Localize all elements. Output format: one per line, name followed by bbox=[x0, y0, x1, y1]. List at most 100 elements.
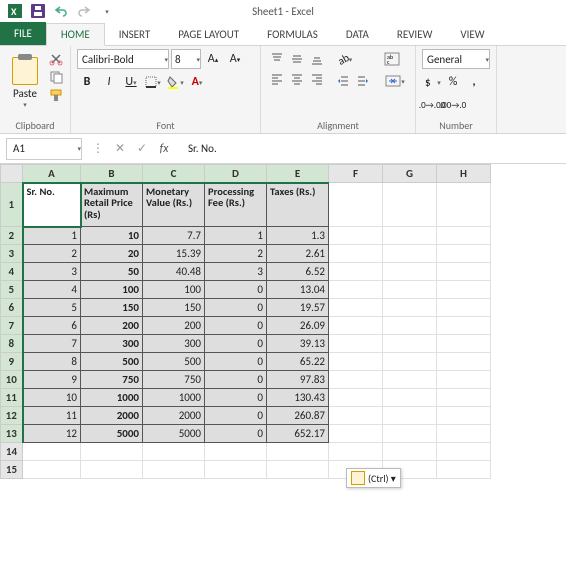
align-left-icon[interactable] bbox=[267, 69, 287, 89]
cell[interactable]: 97.83 bbox=[267, 371, 329, 389]
cell[interactable]: 0 bbox=[205, 353, 267, 371]
cell[interactable]: 5 bbox=[23, 299, 81, 317]
cell[interactable]: 100 bbox=[81, 281, 143, 299]
cell[interactable] bbox=[143, 443, 205, 461]
cell[interactable] bbox=[329, 371, 383, 389]
cell[interactable]: 4 bbox=[23, 281, 81, 299]
col-header-A[interactable]: A bbox=[23, 165, 81, 183]
cell[interactable]: 2.61 bbox=[267, 245, 329, 263]
cell[interactable]: 40.48 bbox=[143, 263, 205, 281]
cell[interactable] bbox=[437, 407, 491, 425]
col-header-F[interactable]: F bbox=[329, 165, 383, 183]
col-header-D[interactable]: D bbox=[205, 165, 267, 183]
cell[interactable] bbox=[267, 443, 329, 461]
paste-dropdown-icon[interactable]: ▾ bbox=[23, 100, 27, 109]
cell[interactable] bbox=[329, 245, 383, 263]
cell[interactable] bbox=[383, 245, 437, 263]
redo-icon[interactable] bbox=[73, 1, 95, 21]
col-header-H[interactable]: H bbox=[437, 165, 491, 183]
cell[interactable] bbox=[383, 317, 437, 335]
row-header-10[interactable]: 10 bbox=[1, 371, 23, 389]
cell[interactable] bbox=[143, 461, 205, 479]
cell[interactable] bbox=[383, 353, 437, 371]
accounting-format-icon[interactable]: $▾ bbox=[422, 72, 442, 92]
cell[interactable] bbox=[329, 407, 383, 425]
cell[interactable]: 5000 bbox=[143, 425, 205, 443]
cell[interactable]: 1000 bbox=[143, 389, 205, 407]
cell[interactable] bbox=[267, 461, 329, 479]
tab-insert[interactable]: INSERT bbox=[105, 24, 165, 45]
cell[interactable]: 100 bbox=[143, 281, 205, 299]
font-size-select[interactable]: 8▾ bbox=[171, 49, 201, 69]
cell[interactable] bbox=[437, 183, 491, 227]
cell[interactable] bbox=[437, 425, 491, 443]
save-icon[interactable] bbox=[27, 1, 49, 21]
tab-page-layout[interactable]: PAGE LAYOUT bbox=[164, 24, 253, 45]
cell[interactable]: 260.87 bbox=[267, 407, 329, 425]
cell[interactable]: 2000 bbox=[81, 407, 143, 425]
formula-input[interactable]: Sr. No. bbox=[180, 138, 566, 160]
cell[interactable]: 0 bbox=[205, 281, 267, 299]
orientation-icon[interactable]: ab▾ bbox=[333, 49, 357, 69]
cell[interactable]: 8 bbox=[23, 353, 81, 371]
cell[interactable]: 0 bbox=[205, 335, 267, 353]
cell[interactable]: 10 bbox=[81, 227, 143, 245]
tab-view[interactable]: VIEW bbox=[446, 24, 498, 45]
cell[interactable]: 39.13 bbox=[267, 335, 329, 353]
cell[interactable]: 0 bbox=[205, 425, 267, 443]
decrease-decimal-icon[interactable]: .00→.0 bbox=[443, 95, 463, 115]
cell[interactable] bbox=[383, 407, 437, 425]
header-cell[interactable]: Processing Fee (Rs.) bbox=[205, 183, 267, 227]
undo-icon[interactable] bbox=[50, 1, 72, 21]
cell[interactable]: 300 bbox=[143, 335, 205, 353]
cell[interactable]: 0 bbox=[205, 371, 267, 389]
cell[interactable]: 1 bbox=[205, 227, 267, 245]
cell[interactable]: 15.39 bbox=[143, 245, 205, 263]
cell[interactable] bbox=[81, 443, 143, 461]
fill-color-button[interactable]: ▾ bbox=[165, 72, 185, 92]
cell[interactable] bbox=[383, 263, 437, 281]
cell[interactable] bbox=[437, 227, 491, 245]
cell[interactable] bbox=[383, 443, 437, 461]
cell[interactable]: 652.17 bbox=[267, 425, 329, 443]
align-right-icon[interactable] bbox=[307, 69, 327, 89]
cell[interactable] bbox=[437, 245, 491, 263]
cell[interactable] bbox=[383, 299, 437, 317]
cell[interactable]: 11 bbox=[23, 407, 81, 425]
row-header-14[interactable]: 14 bbox=[1, 443, 23, 461]
cell[interactable]: 500 bbox=[81, 353, 143, 371]
row-header-3[interactable]: 3 bbox=[1, 245, 23, 263]
align-middle-icon[interactable] bbox=[287, 49, 307, 69]
cell[interactable]: 20 bbox=[81, 245, 143, 263]
align-center-icon[interactable] bbox=[287, 69, 307, 89]
cell[interactable] bbox=[383, 281, 437, 299]
cell[interactable] bbox=[437, 335, 491, 353]
cell[interactable] bbox=[383, 227, 437, 245]
row-header-6[interactable]: 6 bbox=[1, 299, 23, 317]
col-header-C[interactable]: C bbox=[143, 165, 205, 183]
col-header-E[interactable]: E bbox=[267, 165, 329, 183]
cell[interactable] bbox=[205, 461, 267, 479]
cell[interactable] bbox=[437, 317, 491, 335]
cell[interactable]: 0 bbox=[205, 407, 267, 425]
row-header-2[interactable]: 2 bbox=[1, 227, 23, 245]
excel-icon[interactable]: X bbox=[4, 1, 26, 21]
cell[interactable] bbox=[437, 443, 491, 461]
paste-label[interactable]: Paste bbox=[13, 87, 37, 100]
paste-icon[interactable] bbox=[12, 57, 38, 85]
cell[interactable]: 3 bbox=[23, 263, 81, 281]
cell[interactable] bbox=[329, 281, 383, 299]
cell[interactable]: 0 bbox=[205, 317, 267, 335]
header-cell[interactable]: Taxes (Rs.) bbox=[267, 183, 329, 227]
cell[interactable]: 2 bbox=[23, 245, 81, 263]
cut-icon[interactable] bbox=[48, 51, 64, 67]
cell[interactable]: 1.3 bbox=[267, 227, 329, 245]
comma-format-icon[interactable]: , bbox=[464, 72, 484, 92]
cell[interactable]: 300 bbox=[81, 335, 143, 353]
cell[interactable]: 26.09 bbox=[267, 317, 329, 335]
underline-button[interactable]: U▾ bbox=[121, 72, 141, 92]
cell[interactable]: 150 bbox=[81, 299, 143, 317]
cell[interactable] bbox=[23, 461, 81, 479]
tab-home[interactable]: HOME bbox=[46, 23, 105, 46]
row-header-13[interactable]: 13 bbox=[1, 425, 23, 443]
